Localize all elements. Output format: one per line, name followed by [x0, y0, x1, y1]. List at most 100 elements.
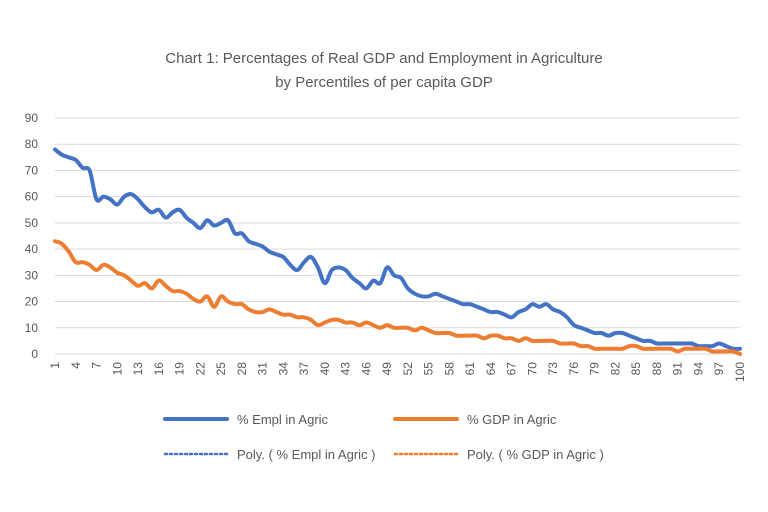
data-point-gdp [552, 339, 555, 342]
data-point-gdp [233, 303, 236, 306]
data-point-empl [600, 332, 603, 335]
data-point-empl [559, 311, 562, 314]
data-point-empl [171, 211, 174, 214]
x-tick-label: 10 [110, 362, 124, 376]
data-point-gdp [579, 345, 582, 348]
data-point-empl [358, 282, 361, 285]
data-point-gdp [420, 326, 423, 329]
x-tick-label: 31 [256, 362, 270, 376]
data-point-empl [199, 227, 202, 230]
data-point-gdp [178, 290, 181, 293]
data-point-gdp [157, 279, 160, 282]
legend-poly-gdp-label: Poly. ( % GDP in Agric ) [467, 447, 604, 462]
data-point-gdp [67, 250, 70, 253]
data-point-gdp [462, 334, 465, 337]
data-point-empl [109, 198, 112, 201]
data-point-gdp [372, 324, 375, 327]
data-point-empl [662, 342, 665, 345]
y-tick-label: 90 [25, 111, 39, 125]
data-point-gdp [171, 290, 174, 293]
data-point-gdp [137, 284, 140, 287]
x-tick-label: 46 [359, 362, 373, 376]
data-point-gdp [275, 311, 278, 314]
x-tick-label: 64 [484, 362, 498, 376]
data-point-gdp [441, 332, 444, 335]
y-tick-label: 30 [25, 268, 39, 282]
data-point-empl [669, 342, 672, 345]
data-point-gdp [559, 342, 562, 345]
x-tick-label: 82 [608, 362, 622, 376]
data-point-gdp [399, 326, 402, 329]
x-tick-label: 52 [401, 362, 415, 376]
data-point-empl [185, 216, 188, 219]
data-point-gdp [427, 329, 430, 332]
data-point-empl [545, 303, 548, 306]
data-point-gdp [303, 316, 306, 319]
data-point-gdp [330, 318, 333, 321]
data-point-empl [406, 287, 409, 290]
data-point-gdp [489, 334, 492, 337]
data-point-gdp [54, 240, 57, 243]
data-point-empl [344, 269, 347, 272]
chart-title: Chart 1: Percentages of Real GDP and Emp… [165, 50, 603, 67]
data-point-gdp [607, 347, 610, 350]
data-point-empl [489, 311, 492, 314]
data-point-empl [614, 332, 617, 335]
x-tick-label: 4 [69, 362, 83, 369]
y-tick-label: 0 [31, 347, 38, 361]
data-point-gdp [130, 279, 133, 282]
data-point-empl [95, 198, 98, 201]
data-point-empl [130, 193, 133, 196]
data-point-empl [413, 292, 416, 295]
data-point-gdp [192, 297, 195, 300]
data-point-empl [524, 308, 527, 311]
data-point-gdp [88, 263, 91, 266]
data-point-gdp [566, 342, 569, 345]
data-point-empl [448, 297, 451, 300]
y-tick-label: 20 [25, 295, 39, 309]
data-point-gdp [697, 347, 700, 350]
data-point-empl [282, 255, 285, 258]
x-tick-label: 40 [318, 362, 332, 376]
data-point-gdp [739, 353, 742, 356]
data-point-gdp [711, 350, 714, 353]
x-tick-label: 28 [235, 362, 249, 376]
data-point-empl [469, 303, 472, 306]
data-point-gdp [247, 308, 250, 311]
x-tick-label: 22 [193, 362, 207, 376]
data-point-empl [67, 156, 70, 159]
data-point-empl [399, 276, 402, 279]
data-point-gdp [718, 350, 721, 353]
data-point-gdp [226, 300, 229, 303]
data-point-empl [164, 216, 167, 219]
data-point-gdp [642, 347, 645, 350]
data-point-empl [649, 339, 652, 342]
data-point-empl [123, 195, 126, 198]
data-point-empl [496, 311, 499, 314]
data-point-gdp [517, 339, 520, 342]
legend-gdp-label: % GDP in Agric [467, 412, 557, 427]
data-point-empl [586, 329, 589, 332]
data-point-empl [642, 339, 645, 342]
x-tick-label: 91 [671, 362, 685, 376]
x-tick-label: 49 [380, 362, 394, 376]
data-point-gdp [185, 292, 188, 295]
y-tick-label: 60 [25, 190, 39, 204]
data-point-gdp [310, 318, 313, 321]
data-point-gdp [316, 324, 319, 327]
data-point-gdp [213, 305, 216, 308]
data-point-empl [476, 305, 479, 308]
data-point-gdp [732, 350, 735, 353]
data-point-gdp [510, 337, 513, 340]
x-tick-label: 61 [463, 362, 477, 376]
data-point-empl [296, 269, 299, 272]
data-point-gdp [676, 350, 679, 353]
x-tick-label: 70 [525, 362, 539, 376]
data-point-gdp [524, 337, 527, 340]
data-point-gdp [199, 300, 202, 303]
data-point-empl [226, 219, 229, 222]
series-line-empl [53, 147, 742, 351]
data-point-gdp [74, 261, 77, 264]
data-point-gdp [143, 282, 146, 285]
data-point-empl [517, 311, 520, 314]
